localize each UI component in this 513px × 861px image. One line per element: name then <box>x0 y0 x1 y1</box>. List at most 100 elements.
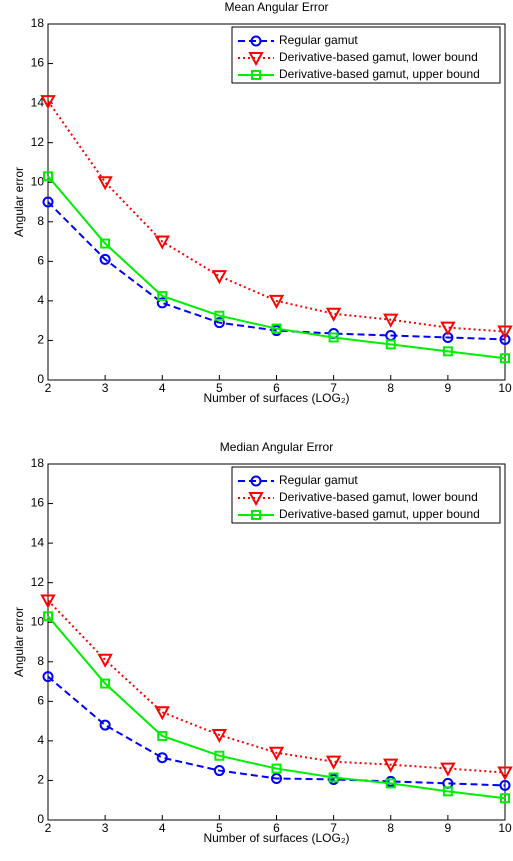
legend-marker <box>251 70 261 80</box>
marker <box>43 611 53 622</box>
marker <box>499 779 511 791</box>
y-tick-label: 14 <box>31 535 45 549</box>
legend-label: Derivative-based gamut, lower bound <box>279 50 478 64</box>
legend-marker <box>250 35 262 47</box>
x-axis-label: Number of surfaces (LOG₂) <box>203 831 349 845</box>
marker <box>442 786 453 797</box>
series-line <box>47 599 506 774</box>
marker <box>157 730 168 741</box>
x-tick-label: 5 <box>216 381 223 395</box>
marker <box>42 196 54 208</box>
legend-label: Regular gamut <box>279 33 358 47</box>
marker <box>328 332 339 343</box>
y-tick-label: 8 <box>37 654 44 668</box>
y-tick-label: 10 <box>31 174 45 188</box>
x-tick-label: 7 <box>330 821 337 835</box>
legend-label: Derivative-based gamut, upper bound <box>279 67 480 81</box>
y-tick-label: 4 <box>37 733 44 747</box>
x-tick-label: 6 <box>273 381 280 395</box>
y-tick-label: 6 <box>37 694 44 708</box>
y-axis-label: Angular error <box>12 607 26 677</box>
marker <box>157 290 168 301</box>
y-tick-label: 16 <box>31 496 45 510</box>
marker <box>442 346 453 357</box>
marker <box>100 678 111 689</box>
marker <box>154 235 170 250</box>
marker <box>99 719 111 731</box>
y-tick-label: 6 <box>37 254 44 268</box>
marker <box>97 176 113 191</box>
chart: Median Angular Error Number of surfaces (… <box>12 440 513 845</box>
y-tick-label: 12 <box>31 575 45 589</box>
y-tick-label: 14 <box>31 95 45 109</box>
y-tick-label: 0 <box>37 812 44 826</box>
marker <box>154 706 170 721</box>
y-tick-label: 18 <box>31 456 45 470</box>
x-tick-label: 4 <box>159 821 166 835</box>
y-tick-label: 18 <box>31 16 45 30</box>
x-tick-label: 3 <box>102 381 109 395</box>
marker <box>440 321 456 336</box>
y-tick-label: 16 <box>31 56 45 70</box>
legend-label: Derivative-based gamut, lower bound <box>279 490 478 504</box>
y-tick-label: 2 <box>37 333 44 347</box>
marker <box>385 778 396 789</box>
x-tick-label: 6 <box>273 821 280 835</box>
series-line <box>47 201 506 341</box>
x-tick-label: 9 <box>445 381 452 395</box>
marker <box>211 270 228 285</box>
x-tick-label: 3 <box>102 821 109 835</box>
chart: Mean Angular Error Number of surfaces (LO… <box>12 0 513 405</box>
marker <box>214 310 225 321</box>
legend-marker <box>248 52 264 67</box>
series-line <box>47 675 506 787</box>
y-tick-label: 2 <box>37 773 44 787</box>
x-tick-label: 7 <box>330 381 337 395</box>
series-line <box>47 175 506 360</box>
y-axis-label: Angular error <box>12 167 26 237</box>
y-tick-label: 8 <box>37 214 44 228</box>
marker <box>325 307 342 322</box>
marker <box>99 253 111 265</box>
marker <box>328 772 339 783</box>
x-tick-label: 5 <box>216 821 223 835</box>
x-tick-label: 2 <box>45 381 52 395</box>
marker <box>497 766 513 781</box>
marker <box>499 333 511 345</box>
y-tick-label: 4 <box>37 293 44 307</box>
marker <box>271 772 282 784</box>
x-tick-label: 8 <box>387 821 394 835</box>
x-tick-label: 8 <box>387 381 394 395</box>
legend-box <box>231 466 501 524</box>
marker <box>271 323 282 334</box>
legend-marker <box>250 475 262 487</box>
marker <box>268 294 285 309</box>
x-tick-label: 10 <box>498 821 512 835</box>
marker <box>43 171 53 182</box>
marker <box>500 793 510 804</box>
x-tick-label: 4 <box>159 381 166 395</box>
chart-title: Mean Angular Error <box>224 0 328 14</box>
legend-label: Derivative-based gamut, upper bound <box>279 507 480 521</box>
marker <box>385 339 396 350</box>
marker <box>214 750 225 761</box>
y-tick-label: 0 <box>37 372 44 386</box>
marker <box>100 238 111 249</box>
marker <box>40 95 56 110</box>
marker <box>213 765 225 777</box>
legend-box <box>231 26 501 84</box>
marker <box>383 313 399 328</box>
x-tick-label: 10 <box>498 381 512 395</box>
y-tick-label: 12 <box>31 135 45 149</box>
legend-label: Regular gamut <box>279 473 358 487</box>
marker <box>271 763 282 774</box>
marker <box>497 325 513 340</box>
marker <box>268 746 285 761</box>
y-tick-label: 10 <box>31 614 45 628</box>
marker <box>42 671 54 683</box>
marker <box>156 297 168 309</box>
marker <box>500 353 510 364</box>
marker <box>40 594 56 609</box>
x-tick-label: 9 <box>445 821 452 835</box>
